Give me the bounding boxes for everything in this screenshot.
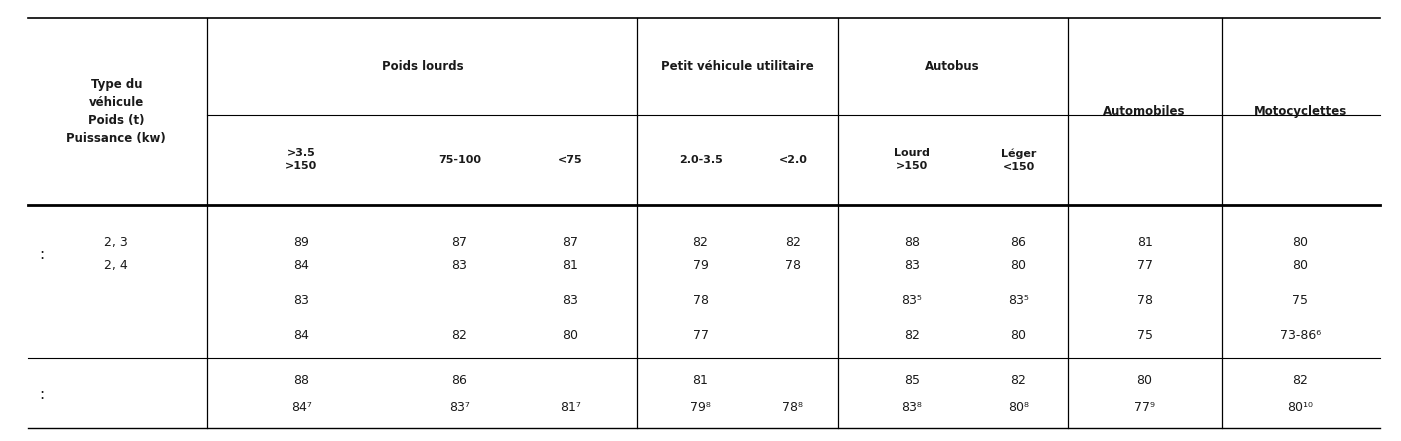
Text: 79: 79 <box>692 259 709 272</box>
Text: 82: 82 <box>1010 374 1027 387</box>
Text: 80¹⁰: 80¹⁰ <box>1288 401 1313 415</box>
Text: Automobiles: Automobiles <box>1104 105 1185 118</box>
Text: Motocyclettes: Motocyclettes <box>1254 105 1348 118</box>
Text: 81: 81 <box>562 259 579 272</box>
Text: Lourd
>150: Lourd >150 <box>894 149 930 171</box>
Text: Léger
<150: Léger <150 <box>1000 148 1037 172</box>
Text: 82: 82 <box>785 236 801 249</box>
Text: 80: 80 <box>1292 236 1309 249</box>
Text: 86: 86 <box>451 374 468 387</box>
Text: 80: 80 <box>1136 374 1153 387</box>
Text: 83⁵: 83⁵ <box>902 294 922 307</box>
Text: 75-100: 75-100 <box>439 155 481 165</box>
Text: 77: 77 <box>692 329 709 342</box>
Text: 2, 4: 2, 4 <box>105 259 127 272</box>
Text: 77⁹: 77⁹ <box>1135 401 1154 415</box>
Text: 73-86⁶: 73-86⁶ <box>1279 329 1321 342</box>
Text: 78: 78 <box>1136 294 1153 307</box>
Text: 79⁸: 79⁸ <box>691 401 710 415</box>
Text: 86: 86 <box>1010 236 1027 249</box>
Text: 83: 83 <box>562 294 579 307</box>
Text: Type du
véhicule
Poids (t)
Puissance (kw): Type du véhicule Poids (t) Puissance (kw… <box>66 78 167 145</box>
Text: 82: 82 <box>1292 374 1309 387</box>
Text: 85: 85 <box>904 374 920 387</box>
Text: 84: 84 <box>293 329 310 342</box>
Text: 80: 80 <box>1010 259 1027 272</box>
Text: 82: 82 <box>692 236 709 249</box>
Text: 80: 80 <box>562 329 579 342</box>
Text: 84⁷: 84⁷ <box>291 401 311 415</box>
Text: 82: 82 <box>451 329 468 342</box>
Text: <75: <75 <box>558 155 583 165</box>
Text: 88: 88 <box>904 236 920 249</box>
Text: 82: 82 <box>904 329 920 342</box>
Text: :: : <box>39 247 45 262</box>
Text: 83⁸: 83⁸ <box>902 401 922 415</box>
Text: 81⁷: 81⁷ <box>560 401 580 415</box>
Text: 78⁸: 78⁸ <box>783 401 803 415</box>
Text: 2.0-3.5: 2.0-3.5 <box>678 155 723 165</box>
Text: >3.5
>150: >3.5 >150 <box>284 149 318 171</box>
Text: 84: 84 <box>293 259 310 272</box>
Text: 87: 87 <box>451 236 468 249</box>
Text: 87: 87 <box>562 236 579 249</box>
Text: 80: 80 <box>1010 329 1027 342</box>
Text: <2.0: <2.0 <box>779 155 807 165</box>
Text: Poids lourds: Poids lourds <box>381 60 464 73</box>
Text: Autobus: Autobus <box>926 60 979 73</box>
Text: 78: 78 <box>785 259 801 272</box>
Text: 81: 81 <box>692 374 709 387</box>
Text: 80⁸: 80⁸ <box>1009 401 1028 415</box>
Text: 81: 81 <box>1136 236 1153 249</box>
Text: 83: 83 <box>293 294 310 307</box>
Text: 75: 75 <box>1292 294 1309 307</box>
Text: 83⁵: 83⁵ <box>1009 294 1028 307</box>
Text: 83⁷: 83⁷ <box>450 401 469 415</box>
Text: 83: 83 <box>451 259 468 272</box>
Text: :: : <box>39 386 45 402</box>
Text: 2, 3: 2, 3 <box>105 236 127 249</box>
Text: 89: 89 <box>293 236 310 249</box>
Text: 78: 78 <box>692 294 709 307</box>
Text: 77: 77 <box>1136 259 1153 272</box>
Text: 88: 88 <box>293 374 310 387</box>
Text: 75: 75 <box>1136 329 1153 342</box>
Text: 80: 80 <box>1292 259 1309 272</box>
Text: Petit véhicule utilitaire: Petit véhicule utilitaire <box>661 60 814 73</box>
Text: 83: 83 <box>904 259 920 272</box>
